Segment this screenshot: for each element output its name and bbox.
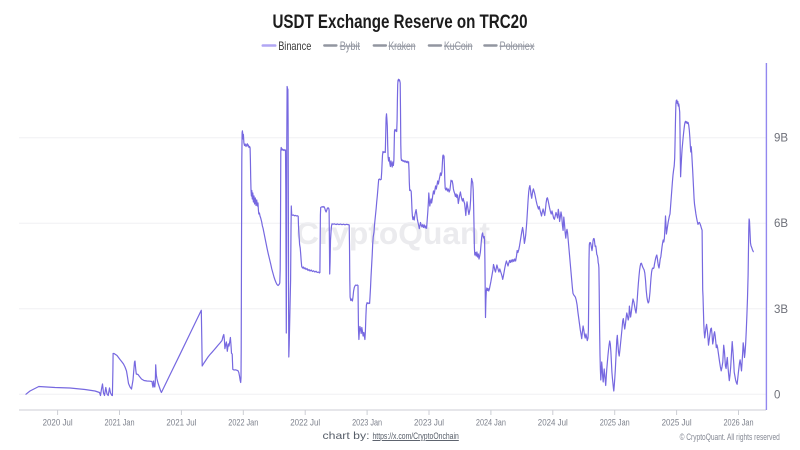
svg-text:2022 Jan: 2022 Jan [228,418,258,429]
svg-text:chart by:: chart by: [323,430,370,442]
svg-text:Binance: Binance [278,39,311,53]
svg-text:KuCoin: KuCoin [444,39,473,53]
svg-text:2021 Jan: 2021 Jan [105,418,135,429]
svg-text:2026 Jan: 2026 Jan [724,418,754,429]
svg-text:2021 Jul: 2021 Jul [166,418,196,429]
svg-text:2023 Jan: 2023 Jan [352,418,382,429]
svg-text:Poloniex: Poloniex [500,39,535,53]
svg-text:Bybit: Bybit [340,39,361,53]
svg-text:0: 0 [774,389,780,401]
svg-text:2023 Jul: 2023 Jul [414,418,444,429]
svg-text:USDT Exchange Reserve on TRC20: USDT Exchange Reserve on TRC20 [273,12,528,33]
svg-text:2022 Jul: 2022 Jul [290,418,320,429]
svg-text:2024 Jan: 2024 Jan [476,418,506,429]
svg-text:2020 Jul: 2020 Jul [43,418,73,429]
svg-text:2024 Jul: 2024 Jul [538,418,568,429]
svg-text:https://x.com/CryptoOnchain: https://x.com/CryptoOnchain [373,431,459,442]
svg-text:3B: 3B [774,304,788,316]
svg-text:Kraken: Kraken [389,39,416,53]
svg-text:9B: 9B [774,133,788,145]
svg-text:CryptoQuant: CryptoQuant [296,215,491,251]
svg-text:6B: 6B [774,218,788,230]
svg-text:2025 Jul: 2025 Jul [662,418,692,429]
svg-text:© CryptoQuant. All rights rese: © CryptoQuant. All rights reserved [680,432,780,442]
svg-text:2025 Jan: 2025 Jan [600,418,630,429]
